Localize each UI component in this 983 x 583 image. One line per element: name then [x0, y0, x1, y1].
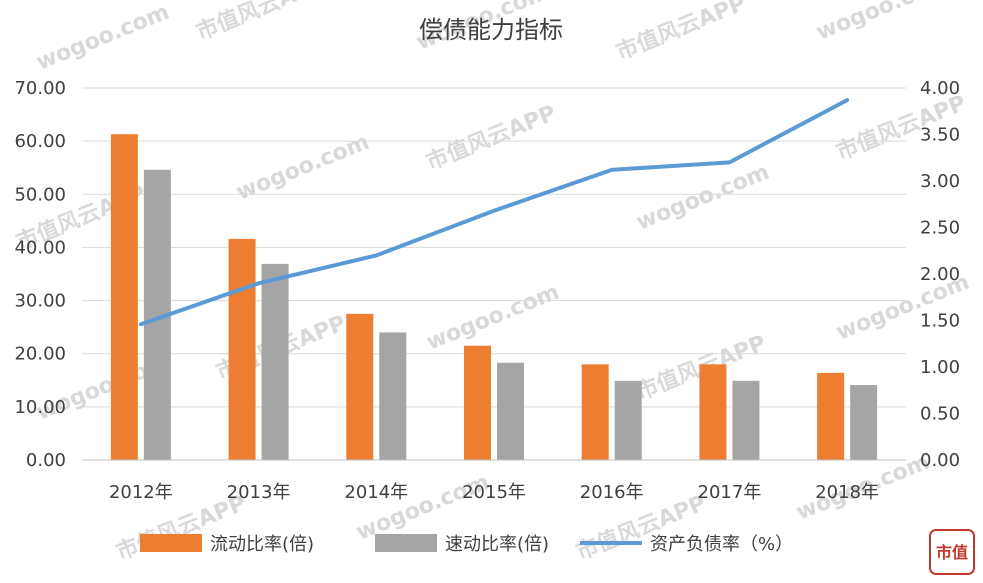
right-tick-label: 0.00 — [920, 450, 960, 471]
left-tick-label: 0.00 — [26, 450, 66, 471]
right-tick-label: 3.50 — [920, 125, 960, 146]
bar-current-ratio — [581, 364, 609, 460]
bar-quick-ratio — [614, 380, 642, 460]
watermark-text: wogoo.com — [813, 0, 953, 46]
x-tick-label: 2014年 — [344, 482, 408, 503]
legend-swatch — [140, 534, 202, 552]
left-tick-label: 30.00 — [14, 291, 66, 312]
right-tick-label: 3.00 — [920, 171, 960, 192]
left-tick-label: 20.00 — [14, 344, 66, 365]
watermark-text: 市值风云APP — [423, 100, 560, 176]
logo-text: 市值 — [936, 543, 968, 562]
left-tick-label: 40.00 — [14, 237, 66, 258]
legend: 流动比率(倍) 速动比率(倍) 资产负债率（%） — [140, 534, 793, 555]
line-layer — [138, 98, 850, 327]
bar-layer — [110, 134, 878, 460]
bar-current-ratio — [464, 345, 491, 460]
legend-label: 速动比率(倍) — [445, 534, 549, 555]
bar-quick-ratio — [261, 263, 289, 460]
bar-current-ratio — [699, 364, 727, 460]
chart-title: 偿债能力指标 — [419, 16, 563, 44]
bar-quick-ratio — [379, 332, 407, 460]
watermark-text: wogoo.com — [633, 160, 773, 236]
logo: 市值 — [929, 529, 975, 575]
x-tick-label: 2012年 — [109, 482, 173, 503]
right-tick-label: 0.50 — [920, 404, 960, 425]
watermark-text: wogoo.com — [423, 280, 563, 356]
bar-quick-ratio — [732, 380, 760, 460]
x-tick-label: 2013年 — [227, 482, 291, 503]
left-tick-label: 50.00 — [14, 184, 66, 205]
right-tick-label: 4.00 — [920, 78, 960, 99]
x-axis: 2012年 2013年 2014年 2015年 2016年 2017年 2018年 — [82, 459, 906, 503]
left-axis: 0.00 10.00 20.00 30.00 40.00 50.00 60.00 70.00 — [14, 78, 66, 471]
x-tick-label: 2018年 — [815, 482, 879, 503]
left-tick-label: 60.00 — [14, 131, 66, 152]
right-tick-label: 2.00 — [920, 264, 960, 285]
logo-frame — [929, 529, 975, 575]
bar-quick-ratio — [850, 385, 878, 460]
watermark-text: wogoo.com — [33, 0, 173, 76]
bar-quick-ratio — [497, 362, 524, 460]
bar-current-ratio — [817, 372, 845, 460]
watermark-text: 市值风云APP — [193, 0, 330, 46]
right-tick-label: 1.50 — [920, 311, 960, 332]
right-tick-label: 1.00 — [920, 357, 960, 378]
legend-label: 流动比率(倍) — [210, 534, 314, 555]
watermark-text: 市值风云APP — [613, 0, 750, 66]
bar-current-ratio — [228, 238, 256, 460]
x-tick-label: 2016年 — [580, 482, 644, 503]
legend-label: 资产负债率（%） — [650, 534, 793, 555]
x-tick-label: 2017年 — [698, 482, 762, 503]
line-debt-ratio — [138, 98, 850, 327]
left-tick-label: 10.00 — [14, 397, 66, 418]
left-tick-label: 70.00 — [14, 78, 66, 99]
bar-current-ratio — [110, 134, 138, 460]
right-axis: 0.00 0.50 1.00 1.50 2.00 2.50 3.00 3.50 4.00 — [920, 78, 960, 471]
right-tick-label: 2.50 — [920, 218, 960, 239]
x-tick-label: 2015年 — [462, 482, 526, 503]
legend-swatch — [375, 534, 437, 552]
bar-current-ratio — [346, 313, 374, 460]
